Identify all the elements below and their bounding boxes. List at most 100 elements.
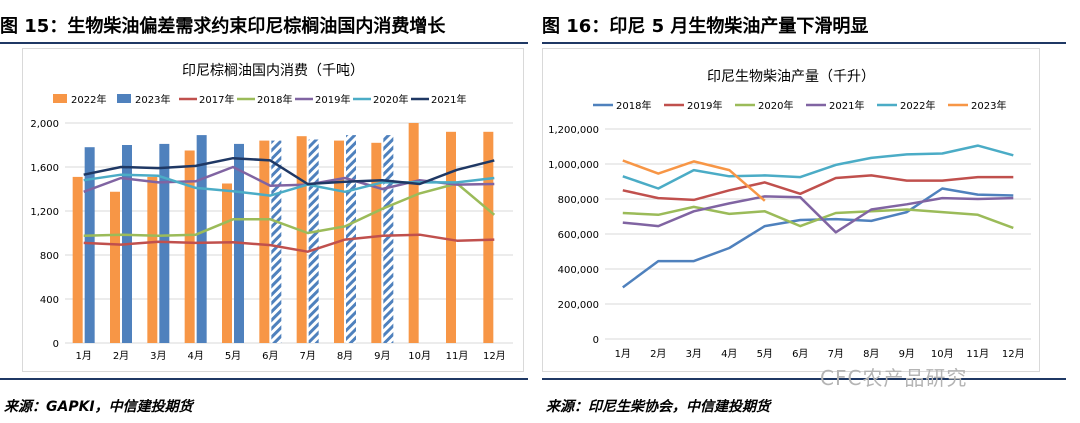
y-tick-label: 1,200	[30, 207, 59, 218]
left-top-rule	[0, 42, 528, 44]
line-series-2018年	[622, 187, 1014, 289]
y-tick-label: 800	[40, 251, 59, 262]
legend-item: 2023年	[117, 93, 170, 106]
bar-2022年	[72, 176, 83, 343]
line-series-2019年	[622, 174, 1014, 202]
legend-label: 2019年	[687, 99, 722, 112]
legend-item: 2017年	[179, 93, 234, 106]
legend-label: 2017年	[199, 93, 234, 106]
x-tick-label: 2月	[650, 348, 666, 360]
x-tick-label: 4月	[721, 348, 737, 360]
line-series-2017年	[83, 233, 495, 253]
x-tick-label: 10月	[408, 350, 431, 362]
legend-label: 2018年	[616, 99, 651, 112]
bar-2023年	[383, 135, 394, 343]
bar-2022年	[147, 176, 158, 343]
bar-2023年	[308, 139, 319, 343]
x-tick-label: 5月	[757, 348, 773, 360]
x-tick-label: 10月	[931, 348, 954, 360]
y-tick-label: 1,600	[30, 163, 59, 174]
legend-label: 2022年	[900, 99, 935, 112]
x-tick-label: 7月	[828, 348, 844, 360]
legend-item: 2022年	[53, 93, 106, 106]
legend-label: 2022年	[71, 93, 106, 106]
bar-2022年	[296, 136, 307, 343]
legend-label: 2020年	[758, 99, 793, 112]
legend-label: 2020年	[373, 93, 408, 106]
x-tick-label: 12月	[483, 350, 506, 362]
right-top-rule	[542, 42, 1066, 44]
bar-2022年	[110, 191, 120, 343]
legend-label: 2021年	[829, 99, 864, 112]
x-tick-label: 3月	[686, 348, 702, 360]
legend-label: 2021年	[431, 93, 466, 106]
right-source: 来源：印尼生柴协会，中信建投期货	[546, 399, 770, 415]
left-figure-title: 图 15：生物柴油偏差需求约束印尼棕榈油国内消费增长	[0, 16, 446, 37]
line-series-2018年	[83, 182, 496, 238]
bar-2022年	[184, 150, 195, 343]
legend-item: 2021年	[806, 99, 864, 112]
bar-2022年	[446, 131, 456, 343]
x-tick-label: 9月	[374, 350, 390, 362]
bar-2023年	[159, 143, 170, 343]
y-tick-label: 0	[53, 339, 59, 350]
bar-2022年	[371, 142, 382, 343]
line-series-2021年	[83, 156, 495, 186]
legend-label: 2023年	[971, 99, 1006, 112]
legend-item: 2022年	[877, 99, 935, 112]
y-tick-label: 400,000	[558, 265, 599, 276]
x-tick-label: 1月	[615, 348, 631, 360]
line-series-2023年	[622, 159, 766, 202]
left-chart: 印尼棕榈油国内消费（千吨） 2022年 2023年 2017年 2018年 2019年 20…	[30, 63, 513, 362]
x-tick-label: 8月	[863, 348, 879, 360]
bar-2022年	[483, 131, 494, 343]
legend-swatch	[117, 94, 131, 103]
line-series-2022年	[622, 144, 1014, 190]
left-source: 来源：GAPKI，中信建投期货	[4, 399, 193, 415]
legend-label: 2023年	[135, 93, 170, 106]
x-tick-label: 9月	[899, 348, 915, 360]
legend-item: 2023年	[948, 99, 1006, 112]
x-tick-label: 6月	[262, 350, 278, 362]
x-tick-label: 7月	[299, 350, 315, 362]
legend-swatch	[53, 94, 67, 103]
x-tick-label: 11月	[446, 350, 469, 362]
bar-2023年	[271, 140, 282, 343]
bar-2022年	[222, 183, 232, 343]
x-tick-label: 4月	[187, 350, 203, 362]
bar-2023年	[196, 135, 207, 343]
legend-item: 2019年	[664, 99, 722, 112]
y-tick-label: 2,000	[30, 119, 59, 130]
chart-title: 印尼棕榈油国内消费（千吨）	[182, 63, 364, 79]
left-chart-frame: 印尼棕榈油国内消费（千吨） 2022年 2023年 2017年 2018年 2019年 20…	[22, 48, 524, 372]
bar-2022年	[259, 140, 270, 343]
legend-item: 2021年	[411, 93, 466, 106]
legend-item: 2020年	[353, 93, 408, 106]
bar-2022年	[408, 123, 419, 343]
legend-item: 2018年	[237, 93, 292, 106]
y-tick-label: 1,000,000	[548, 160, 599, 171]
line-series-2021年	[622, 195, 1014, 234]
y-tick-label: 200,000	[558, 300, 599, 311]
legend-item: 2020年	[735, 99, 793, 112]
x-tick-label: 12月	[1002, 348, 1025, 360]
chart-title: 印尼生物柴油产量（千升）	[707, 69, 875, 85]
y-tick-label: 1,200,000	[548, 125, 599, 136]
x-tick-label: 2月	[113, 350, 129, 362]
x-tick-label: 1月	[75, 350, 91, 362]
y-tick-label: 0	[593, 335, 599, 346]
legend-item: 2018年	[593, 99, 651, 112]
legend-label: 2018年	[257, 93, 292, 106]
y-tick-label: 800,000	[558, 195, 599, 206]
left-bottom-rule	[0, 378, 528, 380]
legend-item: 2019年	[295, 93, 350, 106]
right-chart-frame: 印尼生物柴油产量（千升） 2018年 2019年 2020年 2021年 2022年 202…	[542, 48, 1040, 372]
line-series-2020年	[622, 205, 1014, 230]
x-tick-label: 6月	[792, 348, 808, 360]
x-tick-label: 5月	[225, 350, 241, 362]
right-bottom-rule	[542, 378, 1066, 380]
legend-label: 2019年	[315, 93, 350, 106]
y-tick-label: 600,000	[558, 230, 599, 241]
x-tick-label: 8月	[337, 350, 353, 362]
right-figure-title: 图 16：印尼 5 月生物柴油产量下滑明显	[542, 16, 869, 37]
